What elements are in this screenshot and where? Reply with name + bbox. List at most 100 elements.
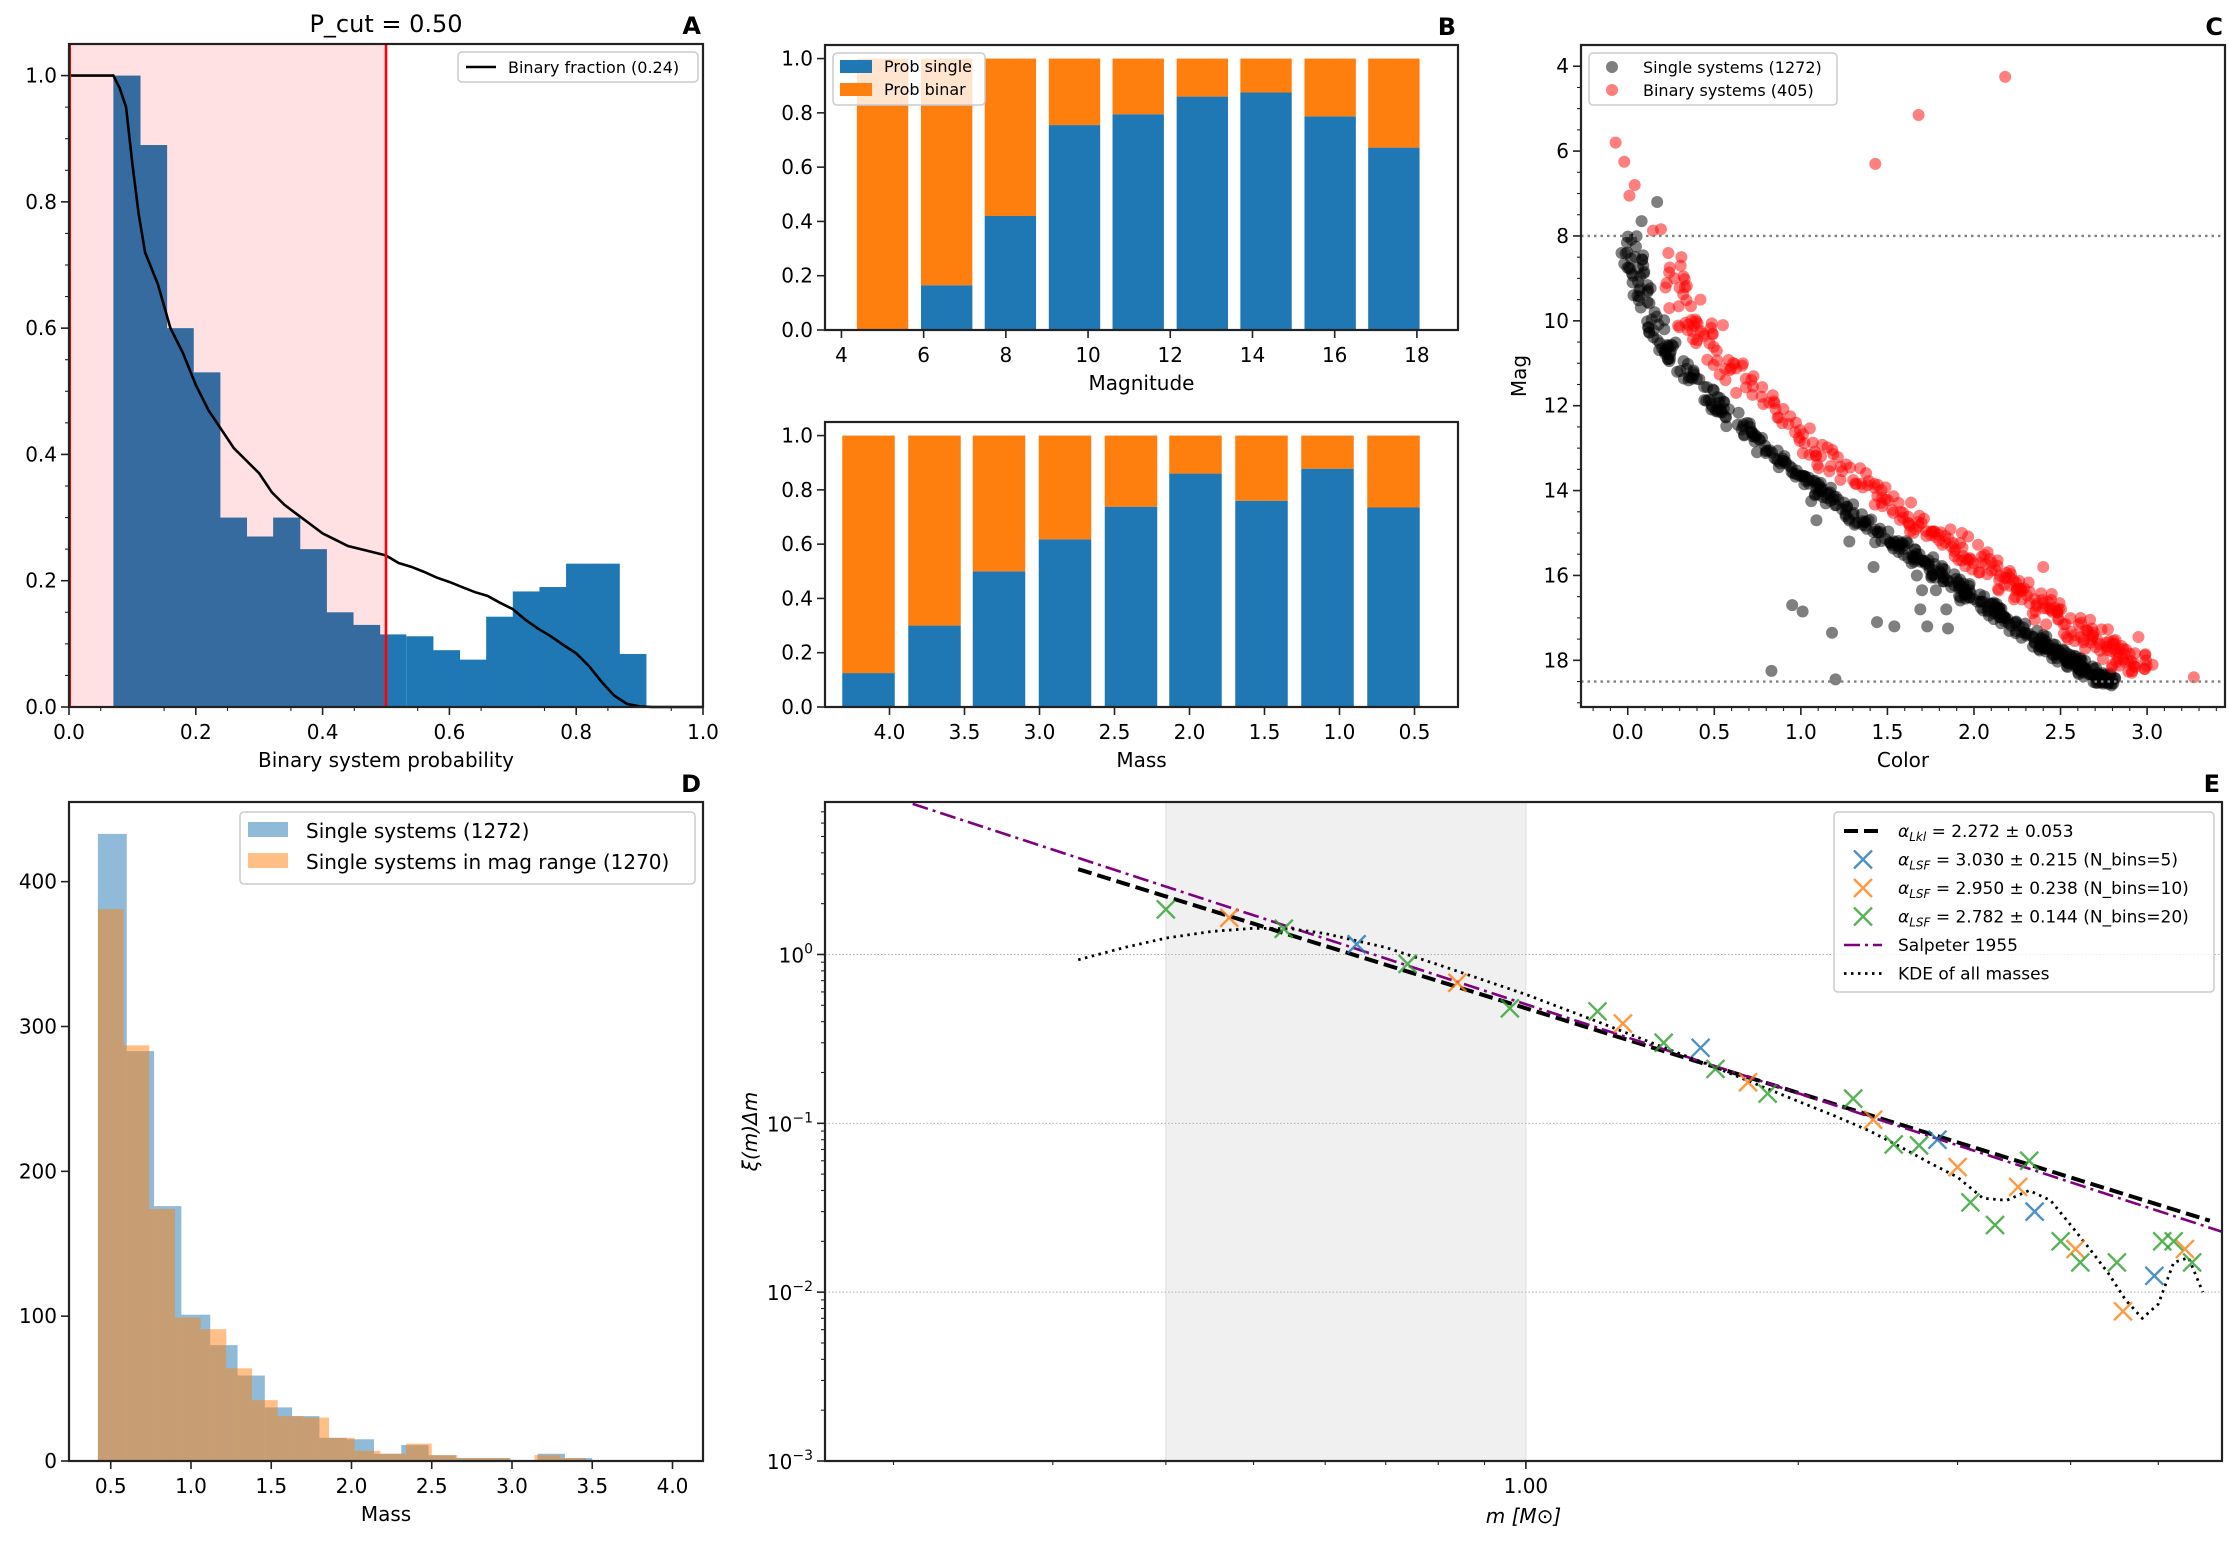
single-point (2035, 641, 2048, 654)
single-point (1743, 420, 1756, 433)
binary-point (1746, 388, 1759, 401)
x-marker (1927, 1129, 1948, 1150)
single-point (2078, 661, 2091, 674)
panel-d: 0.5 1.0 1.5 2.0 2.5 3.0 3.5 4.0 0 100 200 300 400 Mas… (19, 770, 705, 1526)
binary-point (1646, 224, 1659, 237)
single-point (1942, 622, 1955, 635)
binary-point (1831, 451, 1844, 464)
single-point (1929, 584, 1942, 597)
binary-point (2037, 560, 2050, 573)
hist-bar (273, 517, 301, 707)
panel-b-mass-y-tick-label: 0.0 (781, 695, 813, 719)
binary-point (1782, 417, 1795, 430)
single-point (2049, 638, 2062, 651)
panel-b-mass: 4.0 3.5 3.0 2.5 2.0 1.5 1.0 0.5 0.0 0.2 0.4 0.6 0.8 1… (781, 420, 1460, 772)
hist-bar (431, 1455, 458, 1461)
x-marker (2144, 1265, 2165, 1286)
d-y-tick-label: 300 (19, 1014, 57, 1038)
series-x-markers (1346, 934, 2165, 1286)
single-point (1629, 240, 1642, 253)
binary-point (2100, 641, 2113, 654)
binary-point (1672, 319, 1685, 332)
single-point (1942, 575, 1955, 588)
x-marker (1863, 1109, 1884, 1130)
single-point (1650, 310, 1663, 323)
binary-point (1960, 552, 1973, 565)
bar-prob-single (1367, 507, 1420, 707)
d-x-tick-label: 4.0 (657, 1474, 689, 1498)
hist-bar (353, 624, 381, 707)
single-point (1763, 444, 1776, 457)
hist-bar (619, 653, 647, 707)
single-point (1717, 402, 1730, 415)
shaded-region (1165, 801, 1527, 1462)
single-point (1810, 514, 1823, 527)
x-axis-label: Mass (361, 1502, 411, 1526)
bar-prob-single (972, 571, 1026, 707)
hist-bar (457, 1458, 484, 1461)
single-point (2019, 617, 2032, 630)
bar-prob-single (842, 673, 895, 707)
a-y-tick-label: 0.6 (25, 316, 57, 340)
hist-bar (251, 1400, 278, 1461)
binary-point (1808, 445, 1821, 458)
x-marker (2175, 1239, 2195, 1259)
single-point (1765, 664, 1778, 677)
bar-prob-binar (1038, 435, 1092, 540)
e-y-tick-label: 10−3 (767, 1448, 813, 1474)
y-axis-label: Mag (1507, 355, 1531, 397)
e-y-tick-label: 100 (779, 941, 813, 967)
single-point (2061, 661, 2074, 674)
a-y-tick-label: 0.2 (25, 569, 57, 593)
panel-b-magnitude-y-tick-label: 0.0 (781, 318, 813, 342)
c-y-tick-label: 8 (1556, 224, 1569, 248)
panel-c-frame (1579, 43, 2227, 709)
single-point (1829, 673, 1842, 686)
hist-bar (149, 1208, 175, 1461)
a-y-tick-label: 0.4 (25, 442, 57, 466)
single-point (1812, 478, 1825, 491)
legend-label: αLSF = 3.030 ± 0.215 (N_bins=5) (1898, 851, 2178, 873)
x-axis-label: Mass (1116, 748, 1166, 772)
bar-prob-single (908, 625, 961, 707)
single-point (1905, 557, 1918, 570)
hist-single-systems-in-mag-range-1270- (97, 909, 586, 1461)
panel-b-mass-y-tick-label: 0.6 (781, 532, 813, 556)
single-point (1642, 321, 1655, 334)
hist-bar (379, 634, 386, 707)
hist-bar (486, 616, 514, 707)
panel-b-magnitude-x-tick-label: 14 (1240, 343, 1265, 367)
binary-point (2140, 654, 2153, 667)
panel-a: 0.0 0.2 0.4 0.6 0.8 1.0 0.0 0.2 0.4 0.6 0.8 1.0 Bina… (25, 10, 719, 772)
hist-bar (123, 1045, 150, 1461)
binary-point (1768, 395, 1781, 408)
panel-b-magnitude-x-tick-label: 10 (1075, 343, 1100, 367)
a-y-tick-label: 0.8 (25, 190, 57, 214)
legend: Binary fraction (0.24) (457, 51, 699, 83)
bar-prob-binar (1048, 58, 1101, 126)
legend-label: αLSF = 2.950 ± 0.238 (N_bins=10) (1898, 879, 2189, 901)
single-point (2015, 631, 2028, 644)
x-marker (2024, 1201, 2045, 1222)
binary-point (2084, 613, 2097, 626)
bar-prob-single (1368, 147, 1420, 330)
single-point (1954, 591, 1967, 604)
binary-point (2095, 623, 2108, 636)
bar-prob-single (1048, 125, 1101, 330)
binary-point (1662, 246, 1675, 259)
legend-box (457, 51, 699, 83)
x-marker (1960, 1192, 1981, 1213)
legend-label: Single systems (1272) (306, 819, 529, 843)
binary-point (1706, 327, 1719, 340)
single-point (1916, 584, 1929, 597)
binary-point (2030, 599, 2043, 612)
binary-point (2003, 564, 2016, 577)
single-point (1653, 337, 1666, 350)
bar-prob-binar (1176, 58, 1229, 97)
binary-point (1675, 251, 1688, 264)
panel-b-mass-x-tick-label: 4.0 (874, 720, 906, 744)
bar-prob-binar (1112, 58, 1164, 115)
single-point (1940, 603, 1953, 616)
single-point (1751, 446, 1764, 459)
binary-point (1710, 344, 1723, 357)
